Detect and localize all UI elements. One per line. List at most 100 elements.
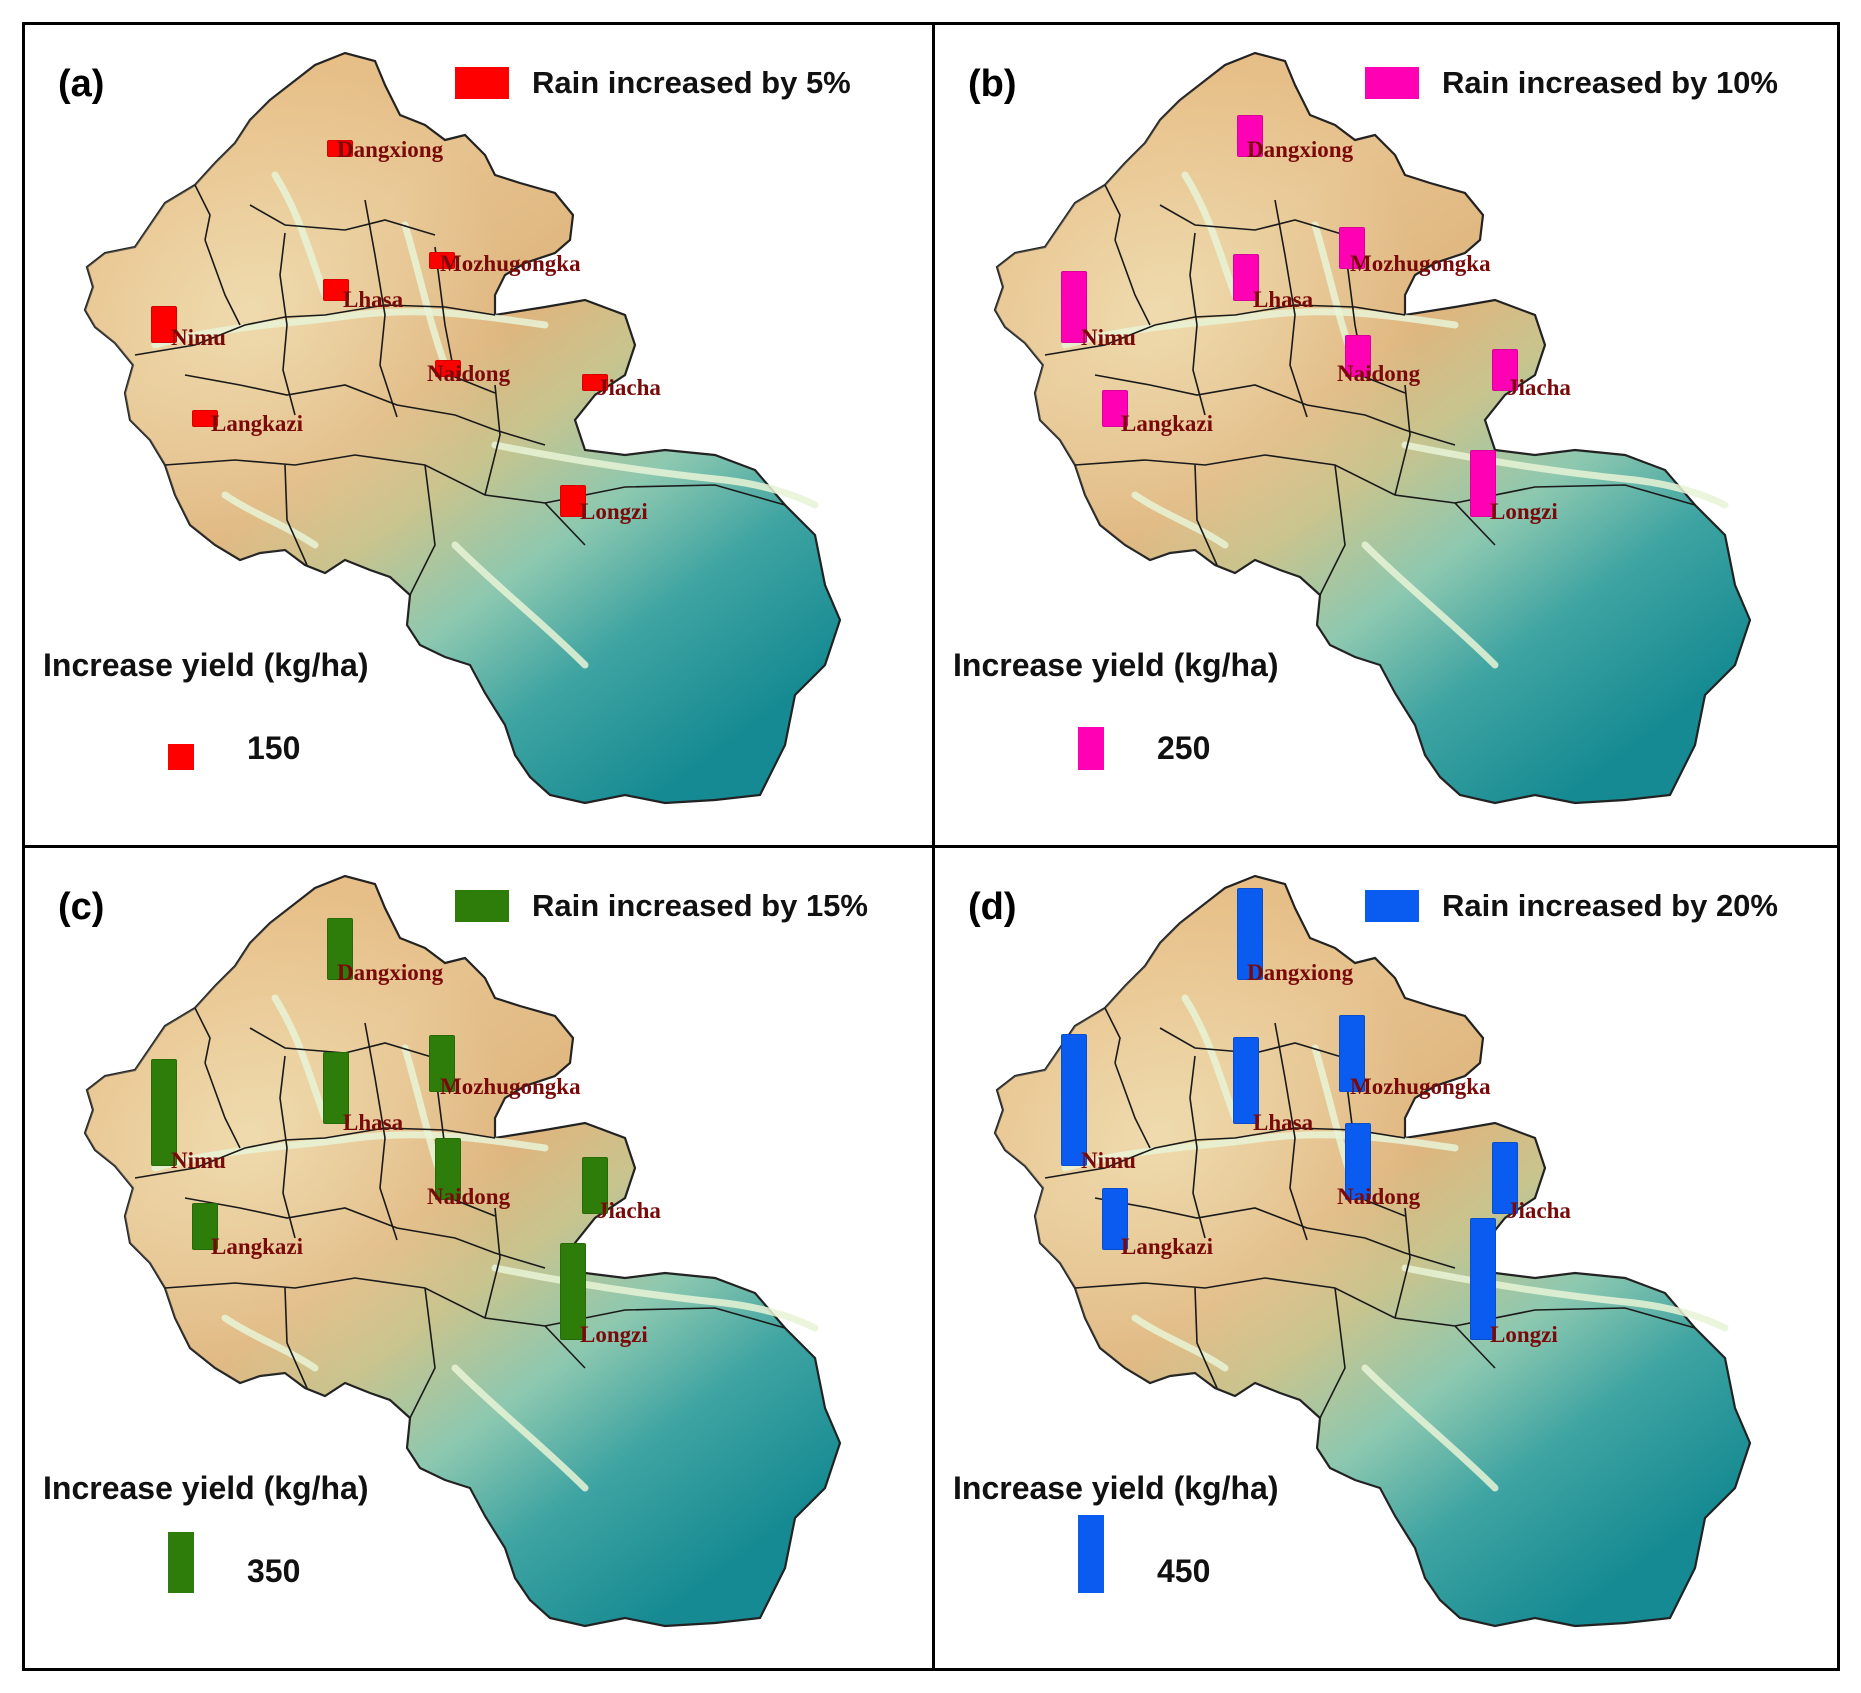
yield-bar-jiacha bbox=[1492, 1142, 1518, 1214]
district-boundary bbox=[364, 199, 398, 418]
yield-legend-value: 350 bbox=[247, 1553, 301, 1589]
yield-legend-title: Increase yield (kg/ha) bbox=[43, 647, 369, 683]
site-label-lhasa: Lhasa bbox=[1253, 1110, 1314, 1135]
yield-bar-lhasa bbox=[1233, 1037, 1259, 1124]
district-boundary bbox=[1044, 304, 1406, 356]
river-valley bbox=[491, 1264, 819, 1332]
site-label-naidong: Naidong bbox=[1337, 361, 1421, 386]
site-label-nimu: Nimu bbox=[171, 325, 226, 350]
yield-bar-longzi bbox=[560, 485, 586, 517]
river-valley bbox=[491, 441, 819, 509]
district-boundary bbox=[1104, 1007, 1121, 1064]
map-panel-a: (a) Rain increased by 5% Dangxiong Mozhugon… bbox=[25, 25, 932, 845]
yield-bar-mozhugongka bbox=[1339, 227, 1365, 269]
district-boundary bbox=[1194, 464, 1218, 566]
yield-bar-mozhugongka bbox=[429, 1035, 455, 1092]
river-valley bbox=[221, 1314, 319, 1372]
site-label-langkazi: Langkazi bbox=[1121, 1234, 1214, 1259]
site-label-jiacha: Jiacha bbox=[1507, 375, 1571, 400]
river-valley bbox=[451, 541, 589, 669]
district-boundary bbox=[279, 232, 296, 416]
site-label-langkazi: Langkazi bbox=[211, 1234, 304, 1259]
terrain-map bbox=[83, 51, 842, 805]
district-boundary bbox=[484, 1207, 501, 1319]
yield-legend-swatch bbox=[168, 744, 194, 770]
site-label-longzi: Longzi bbox=[580, 499, 648, 524]
site-label-longzi: Longzi bbox=[1490, 499, 1558, 524]
site-label-jiacha: Jiacha bbox=[1507, 1198, 1571, 1223]
site-label-mozhugongka: Mozhugongka bbox=[1350, 251, 1491, 276]
river-valley bbox=[1401, 441, 1729, 509]
yield-bar-naidong bbox=[1345, 1123, 1371, 1200]
site-label-jiacha: Jiacha bbox=[597, 375, 661, 400]
river-valley bbox=[1181, 171, 1239, 299]
river-valley bbox=[1401, 1264, 1729, 1332]
yield-bar-langkazi bbox=[192, 1203, 218, 1250]
site-label-longzi: Longzi bbox=[1490, 1322, 1558, 1347]
site-label-dangxiong: Dangxiong bbox=[1247, 960, 1354, 985]
yield-bar-nimu bbox=[151, 306, 177, 343]
district-boundary bbox=[194, 1007, 211, 1064]
site-label-mozhugongka: Mozhugongka bbox=[1350, 1074, 1491, 1099]
legend-swatch bbox=[1365, 67, 1419, 99]
district-boundary bbox=[164, 1277, 586, 1369]
map-panel-b: (b) Rain increased by 10% Dangxiong Mozhugo… bbox=[935, 25, 1842, 845]
yield-bar-dangxiong bbox=[327, 918, 353, 980]
yield-legend-title: Increase yield (kg/ha) bbox=[953, 647, 1279, 683]
district-boundary bbox=[1094, 1197, 1456, 1269]
district-boundary bbox=[409, 464, 436, 596]
legend-swatch bbox=[455, 67, 509, 99]
yield-bar-nimu bbox=[1061, 1034, 1087, 1166]
district-boundary bbox=[1319, 1287, 1346, 1419]
terrain-map bbox=[83, 874, 842, 1628]
legend-swatch bbox=[455, 890, 509, 922]
frame-top bbox=[22, 22, 1840, 25]
district-boundary bbox=[164, 454, 586, 546]
river-valley bbox=[1131, 1314, 1229, 1372]
district-boundary bbox=[434, 246, 496, 394]
yield-bar-longzi bbox=[560, 1243, 586, 1340]
yield-legend-swatch bbox=[1078, 727, 1104, 770]
district-boundary bbox=[184, 1197, 546, 1269]
district-boundary bbox=[1074, 454, 1496, 546]
yield-bar-dangxiong bbox=[1237, 115, 1263, 157]
district-boundary bbox=[409, 1287, 436, 1419]
yield-legend-value: 150 bbox=[247, 730, 301, 766]
yield-bar-jiacha bbox=[1492, 349, 1518, 391]
river-valley bbox=[1061, 308, 1459, 349]
legend-swatch bbox=[1365, 890, 1419, 922]
yield-bar-langkazi bbox=[1102, 1188, 1128, 1250]
yield-bar-mozhugongka bbox=[1339, 1015, 1365, 1092]
river-valley bbox=[271, 994, 329, 1122]
site-label-mozhugongka: Mozhugongka bbox=[440, 251, 581, 276]
map-panel-c: (c) Rain increased by 15% Dangxiong Mozhugo… bbox=[25, 848, 932, 1668]
terrain-map bbox=[993, 51, 1752, 805]
legend-title: Rain increased by 15% bbox=[532, 888, 868, 923]
yield-bar-langkazi bbox=[192, 410, 218, 427]
terrain-map bbox=[993, 874, 1752, 1628]
district-boundary bbox=[364, 1022, 398, 1241]
site-label-nimu: Nimu bbox=[1081, 325, 1136, 350]
site-label-dangxiong: Dangxiong bbox=[1247, 137, 1354, 162]
yield-bar-mozhugongka bbox=[429, 252, 455, 269]
yield-legend-swatch bbox=[1078, 1515, 1104, 1593]
yield-legend-title: Increase yield (kg/ha) bbox=[43, 1470, 369, 1506]
district-boundary bbox=[134, 1127, 496, 1179]
frame-bottom bbox=[22, 1668, 1840, 1671]
district-boundary bbox=[1189, 232, 1206, 416]
river-valley bbox=[1061, 1131, 1459, 1172]
district-boundary bbox=[204, 239, 241, 326]
yield-bar-naidong bbox=[1345, 335, 1371, 377]
site-label-jiacha: Jiacha bbox=[597, 1198, 661, 1223]
frame-horizontal-divider bbox=[22, 845, 1840, 848]
site-label-lhasa: Lhasa bbox=[1253, 287, 1314, 312]
district-boundary bbox=[1274, 1022, 1308, 1241]
district-boundary bbox=[184, 374, 546, 446]
site-label-naidong: Naidong bbox=[427, 1184, 511, 1209]
panel-label: (d) bbox=[968, 886, 1017, 928]
river-valley bbox=[1131, 491, 1229, 549]
legend-title: Rain increased by 10% bbox=[1442, 65, 1778, 100]
legend-title: Rain increased by 5% bbox=[532, 65, 851, 100]
panel-label: (c) bbox=[58, 886, 105, 928]
river-valley bbox=[401, 221, 449, 369]
